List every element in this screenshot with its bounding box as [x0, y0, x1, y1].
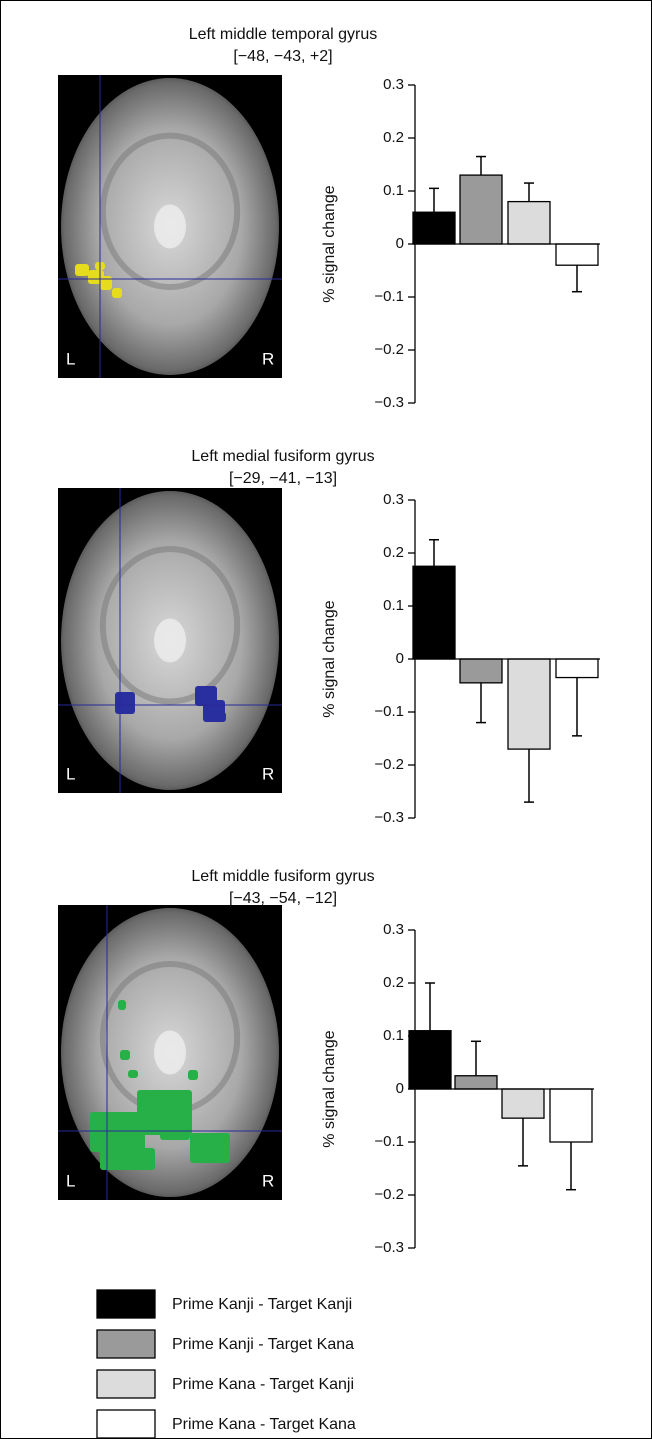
legend-label: Prime Kanji - Target Kana — [172, 1336, 354, 1353]
activation-blob — [112, 288, 122, 298]
panel-title: Left medial fusiform gyrus — [191, 448, 374, 465]
bar — [413, 566, 455, 659]
legend-swatch — [97, 1290, 155, 1318]
bar — [413, 212, 455, 244]
legend-label: Prime Kanji - Target Kanji — [172, 1296, 352, 1313]
y-tick-label: 0.1 — [383, 597, 404, 614]
activation-blob — [120, 1050, 130, 1060]
y-tick-label: 0.2 — [383, 974, 404, 991]
panel-subtitle: [−48, −43, +2] — [233, 48, 332, 65]
activation-blob — [118, 1000, 126, 1010]
y-tick-label: −0.2 — [374, 1186, 404, 1203]
bar — [556, 244, 598, 265]
y-axis-label: % signal change — [321, 185, 338, 303]
y-tick-label: 0 — [396, 235, 404, 252]
activation-blob — [115, 692, 135, 714]
bar — [508, 202, 550, 244]
y-tick-label: −0.2 — [374, 756, 404, 773]
activation-blob — [100, 276, 112, 290]
legend-swatch — [97, 1370, 155, 1398]
brain-structure — [154, 1031, 186, 1075]
activation-blob — [188, 1070, 198, 1080]
y-tick-label: −0.3 — [374, 1239, 404, 1256]
bar — [455, 1076, 497, 1089]
y-tick-label: −0.3 — [374, 394, 404, 411]
bar — [508, 659, 550, 749]
brain-label: R — [262, 1171, 274, 1190]
y-tick-label: −0.1 — [374, 703, 404, 720]
y-tick-label: 0.3 — [383, 491, 404, 508]
y-tick-label: −0.1 — [374, 1133, 404, 1150]
y-axis-label: % signal change — [321, 1030, 338, 1148]
bar — [460, 659, 502, 683]
y-tick-label: 0 — [396, 1080, 404, 1097]
panel-title: Left middle temporal gyrus — [189, 26, 378, 43]
panel-title: Left middle fusiform gyrus — [191, 868, 374, 885]
bar — [556, 659, 598, 678]
activation-blob — [75, 264, 89, 276]
y-tick-label: −0.1 — [374, 288, 404, 305]
brain-label: L — [66, 349, 75, 368]
activation-blob — [160, 1110, 190, 1140]
activation-blob — [100, 1148, 155, 1170]
brain-label: L — [66, 764, 75, 783]
panel-subtitle: [−29, −41, −13] — [229, 470, 337, 487]
activation-blob — [210, 712, 226, 722]
legend-label: Prime Kana - Target Kanji — [172, 1376, 354, 1393]
activation-blob — [190, 1133, 230, 1163]
y-tick-label: 0 — [396, 650, 404, 667]
y-tick-label: 0.2 — [383, 544, 404, 561]
figure: Left middle temporal gyrus [−48, −43, +2]… — [0, 0, 652, 1439]
y-tick-label: 0.1 — [383, 182, 404, 199]
legend-swatch — [97, 1330, 155, 1358]
brain-label: L — [66, 1171, 75, 1190]
bar — [550, 1089, 592, 1142]
brain-label: R — [262, 349, 274, 368]
brain-structure — [154, 205, 186, 249]
bar — [502, 1089, 544, 1118]
y-axis-label: % signal change — [321, 600, 338, 718]
y-tick-label: 0.3 — [383, 76, 404, 93]
y-tick-label: 0.2 — [383, 129, 404, 146]
y-tick-label: 0.3 — [383, 921, 404, 938]
legend-label: Prime Kana - Target Kana — [172, 1416, 356, 1433]
panel-subtitle: [−43, −54, −12] — [229, 890, 337, 907]
bar — [409, 1031, 451, 1089]
y-tick-label: −0.2 — [374, 341, 404, 358]
legend-swatch — [97, 1410, 155, 1438]
activation-blob — [90, 1112, 145, 1152]
y-tick-label: −0.3 — [374, 809, 404, 826]
bar — [460, 175, 502, 244]
activation-blob — [128, 1070, 138, 1078]
brain-structure — [154, 619, 186, 663]
brain-label: R — [262, 764, 274, 783]
y-tick-label: 0.1 — [383, 1027, 404, 1044]
